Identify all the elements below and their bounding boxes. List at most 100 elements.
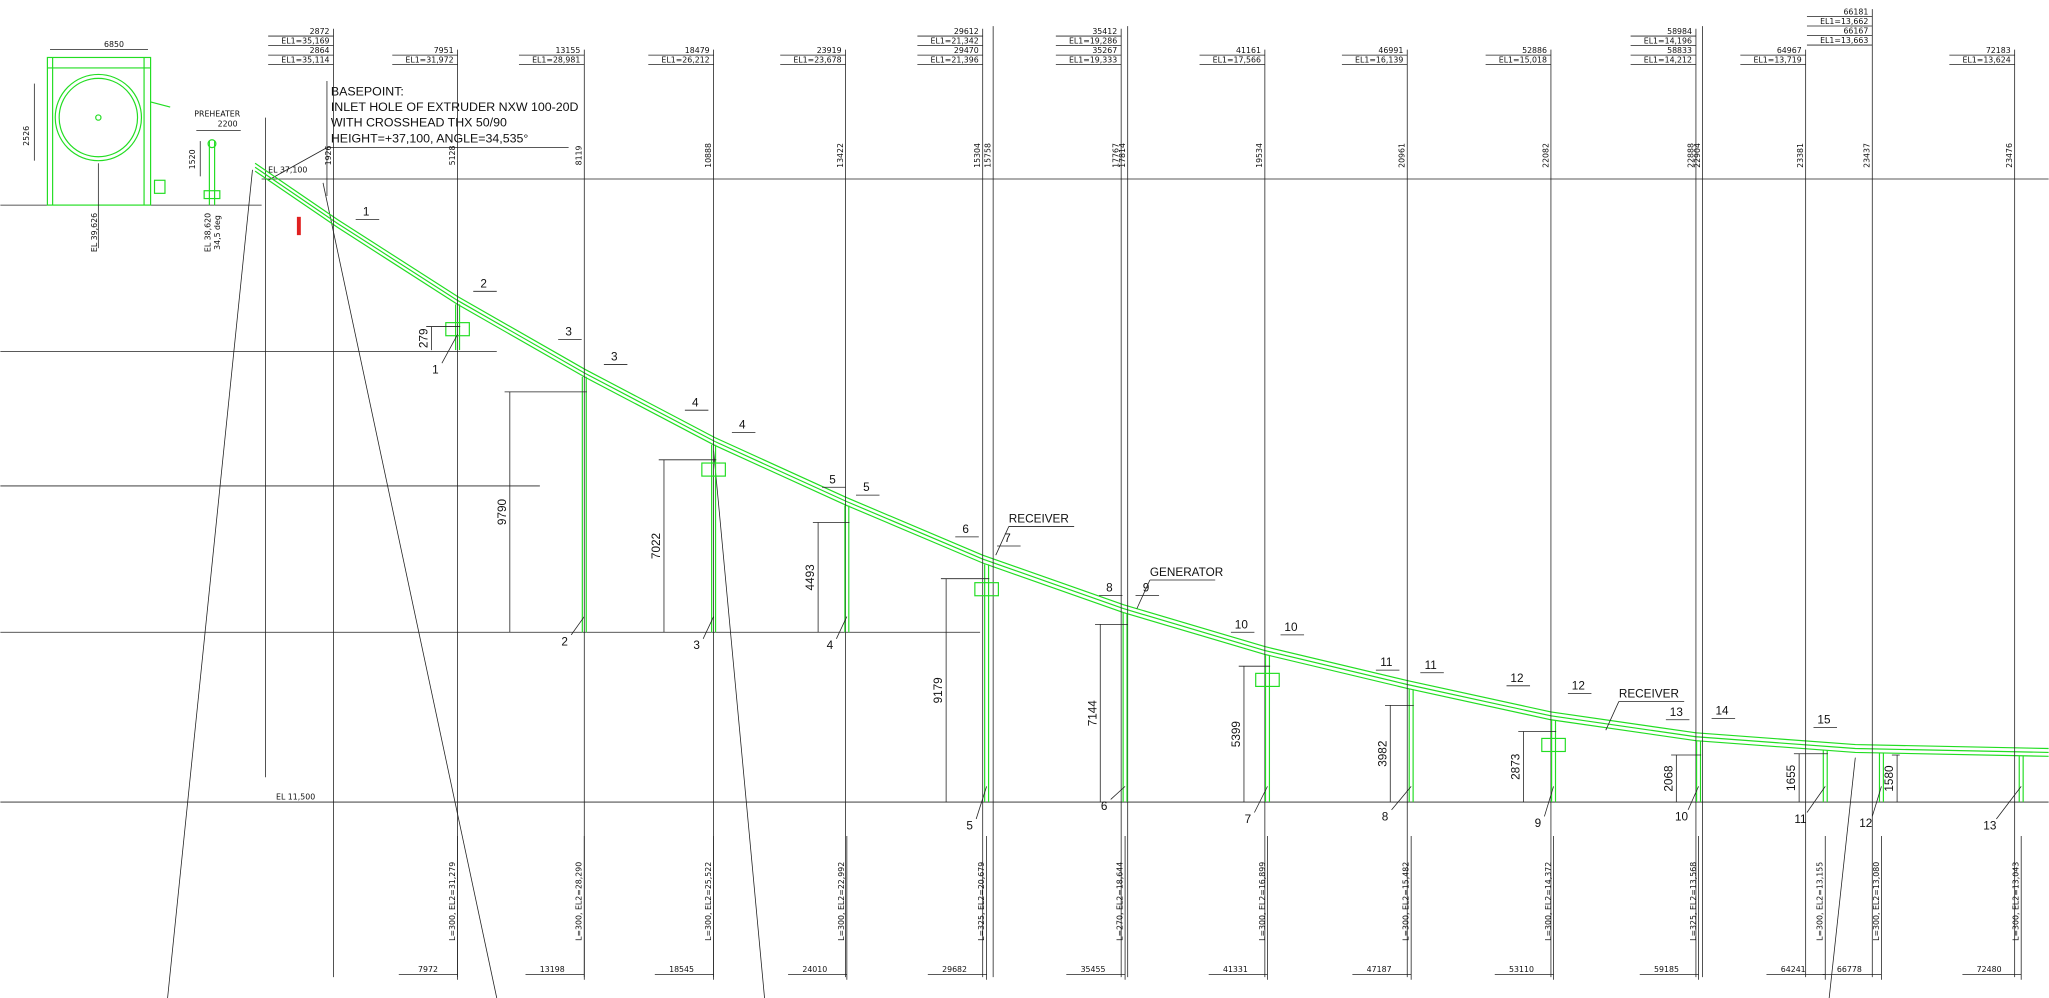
drum-hub	[95, 114, 102, 121]
support-height: 2873	[1510, 753, 1523, 780]
bottom-label: L=300, EL2=22,992	[837, 862, 846, 941]
station-elevation: EL1=13,719	[1753, 56, 1801, 65]
support-height: 9790	[496, 499, 509, 526]
callout-leader	[1605, 701, 1620, 731]
node-label: 1	[363, 206, 370, 219]
column-height: 22082	[1541, 143, 1550, 168]
bottom-dimension: 47187	[1367, 965, 1392, 974]
support: 4493 4 L=300, EL2=22,992 24010	[788, 505, 850, 980]
bottom-dimension: 64241	[1781, 965, 1806, 974]
leader	[1544, 786, 1554, 817]
note-line: INLET HOLE OF EXTRUDER NXW 100-20D	[331, 100, 579, 114]
bottom-dimension: 59185	[1654, 965, 1679, 974]
support-clamp	[1255, 672, 1280, 688]
leader	[702, 616, 714, 639]
station-dimension: 29470	[954, 46, 979, 55]
bottom-dimension: 24010	[802, 965, 827, 974]
column-height: 5128	[448, 145, 457, 165]
station-dimension: 2872	[310, 27, 330, 36]
node-label: 12	[1572, 680, 1585, 693]
support: 13 L=300, EL2=13,043 72480	[1962, 755, 2024, 980]
support-height: 279	[418, 329, 431, 349]
station-dimension: 29612	[954, 27, 979, 36]
drum	[58, 77, 139, 158]
column-height: 10888	[704, 143, 713, 168]
support-number: 12	[1859, 817, 1872, 830]
bottom-dimension: 66778	[1837, 965, 1862, 974]
support-height: 7144	[1086, 700, 1099, 727]
callout: RECEIVER	[1619, 688, 1679, 701]
elevation-label: EL 11,500	[276, 792, 315, 801]
column-height: 8119	[575, 145, 584, 165]
support: 7022 3 L=300, EL2=25,522 18545	[650, 444, 726, 980]
bottom-dimension: 29682	[942, 965, 967, 974]
support-height: 3982	[1376, 741, 1389, 767]
support: 7144 6 L=270, EL2=18,644 35455	[1066, 613, 1128, 980]
station-elevation: EL1=14,212	[1644, 56, 1692, 65]
node-label: 5	[829, 473, 836, 486]
pipe-line	[254, 162, 2049, 750]
leader	[1871, 786, 1882, 817]
station-elevation: EL1=35,169	[281, 37, 329, 46]
reference-lines	[0, 80, 2049, 998]
note-leader	[267, 147, 328, 181]
bottom-label: L=325, EL2=20,679	[977, 862, 986, 941]
leader	[975, 786, 987, 820]
preheater-label: PREHEATER	[194, 109, 240, 118]
construction-line	[1828, 757, 1856, 998]
elevation-label: EL 37,100	[268, 165, 307, 174]
support-number: 6	[1101, 800, 1108, 813]
support-height: 4493	[804, 564, 817, 591]
station-dimension: 35267	[1092, 46, 1117, 55]
support: 1580 12 L=300, EL2=13,080 66778	[1822, 752, 1900, 980]
frame	[153, 179, 166, 194]
station-elevation: EL1=14,196	[1644, 37, 1692, 46]
support: 2068 10 L=325, EL2=13,568 59185	[1639, 740, 1702, 980]
bottom-label: L=300, EL2=14,372	[1544, 862, 1553, 941]
note-line: BASEPOINT:	[331, 84, 404, 98]
support-number: 3	[693, 639, 700, 652]
bottom-dimension: 13198	[540, 965, 565, 974]
marker	[296, 216, 301, 236]
station-elevation: EL1=23,678	[793, 56, 841, 65]
support-height: 1580	[1883, 765, 1896, 792]
station-elevation: EL1=16,139	[1355, 56, 1403, 65]
station-dimension: 23919	[817, 46, 842, 55]
bottom-dimension: 18545	[669, 965, 694, 974]
station-elevation: EL1=13,624	[1962, 56, 2010, 65]
support-clamp	[974, 582, 999, 597]
construction-line	[322, 182, 498, 998]
dimension-label: 1520	[188, 149, 197, 169]
column-height: 15758	[984, 143, 993, 168]
support-height: 9179	[932, 677, 945, 703]
station-dimension: 35412	[1092, 27, 1117, 36]
support-number: 4	[827, 639, 834, 652]
bottom-label: L=270, EL2=18,644	[1115, 862, 1124, 941]
elevation-label: EL 38,620	[204, 213, 213, 252]
bottom-label: L=300, EL2=13,043	[2012, 862, 2021, 941]
support-height: 2068	[1662, 765, 1675, 792]
station-dimension: 58984	[1667, 27, 1692, 36]
support: 1655 11 L=300, EL2=13,155 64241	[1766, 750, 1828, 980]
leader	[1996, 786, 2022, 820]
pipe-line	[254, 170, 2049, 757]
station-dimension: 41161	[1236, 46, 1261, 55]
leader	[836, 616, 848, 639]
node-label: 14	[1716, 705, 1730, 718]
support-clamp	[445, 322, 470, 337]
support: 9179 5 L=325, EL2=20,679 29682	[927, 564, 999, 980]
station-elevation: EL1=13,662	[1820, 17, 1868, 26]
dimension-label: 2200	[218, 120, 238, 129]
column-height: 1926	[324, 145, 333, 165]
node-label: 3	[565, 326, 572, 339]
station-dimension: 58833	[1667, 46, 1692, 55]
